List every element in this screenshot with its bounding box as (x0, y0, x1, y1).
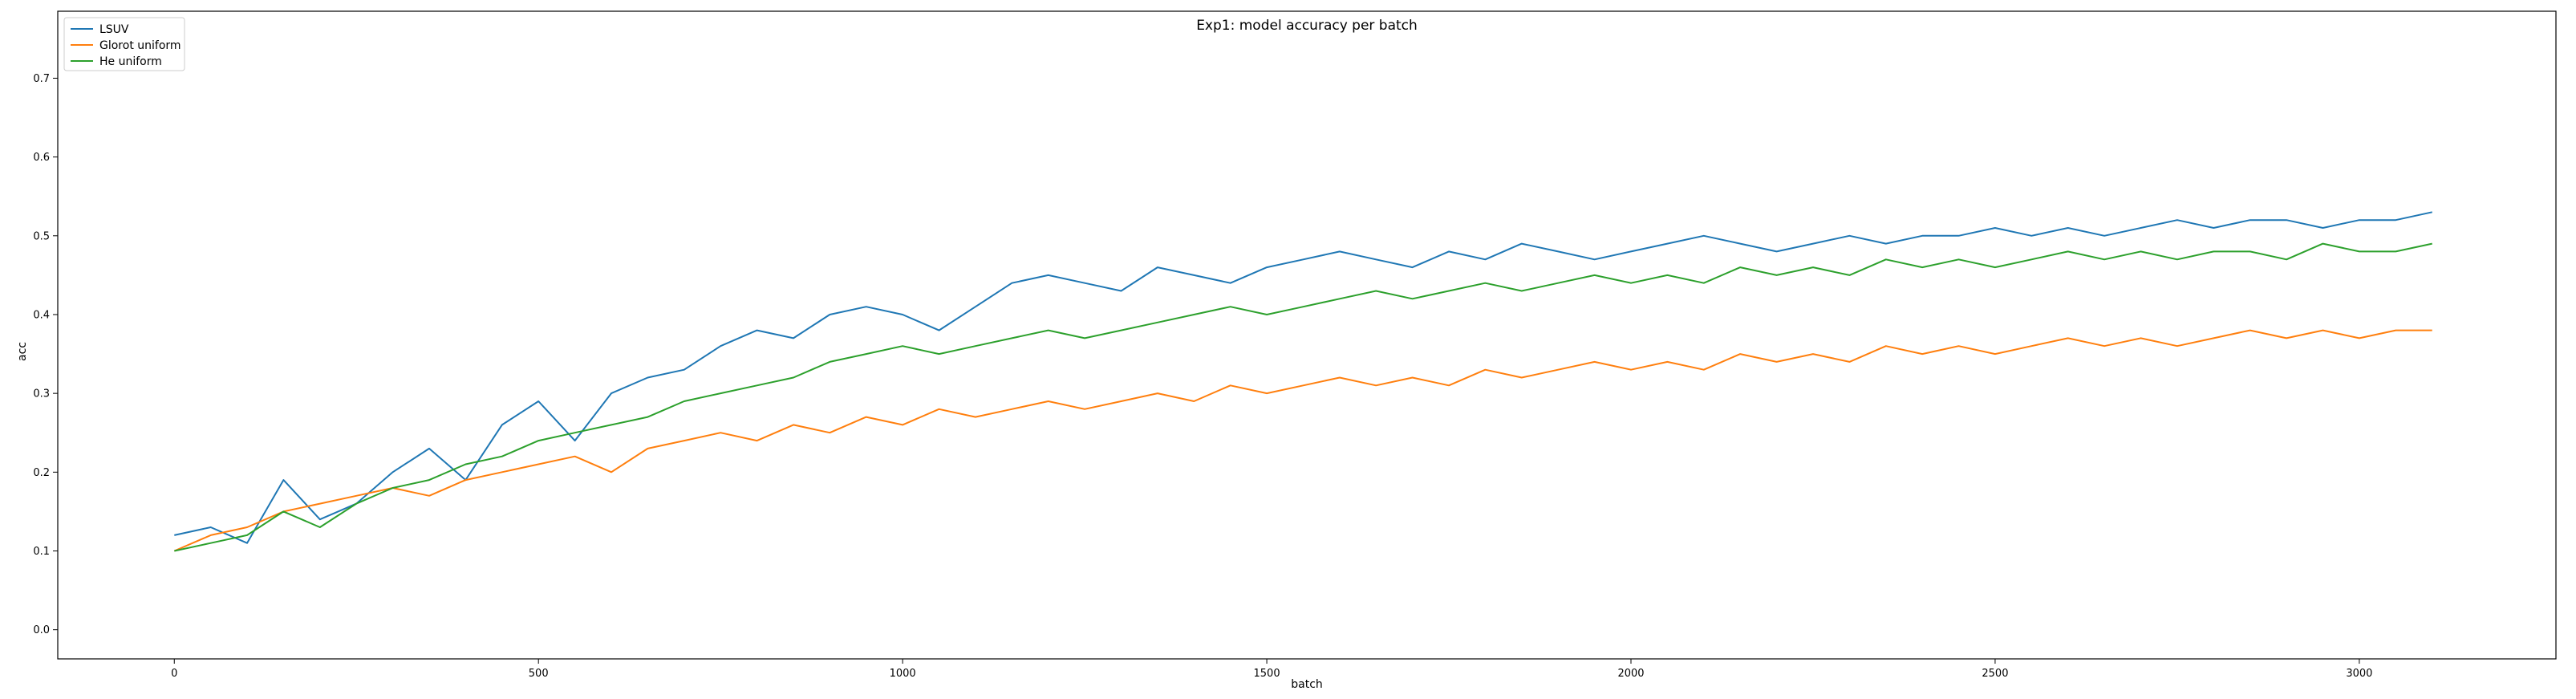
y-tick-label: 0.0 (33, 624, 50, 636)
legend-box (63, 17, 185, 71)
series-line-0 (174, 211, 2432, 544)
chart-title: Exp1: model accuracy per batch (1196, 18, 1418, 34)
legend: LSUV Glorot uniform He uniform (63, 17, 185, 71)
y-tick-label: 0.1 (33, 546, 50, 558)
y-tick-label: 0.2 (33, 467, 50, 479)
series-line-1 (173, 329, 2432, 552)
legend-label: LSUV (99, 23, 129, 36)
legend-label: He uniform (99, 55, 162, 68)
y-axis: 0.0 0.1 0.2 0.3 0.4 0.5 0.6 0.7 (33, 73, 58, 636)
x-tick-label: 3000 (2346, 668, 2372, 680)
x-tick-label: 0 (171, 668, 177, 680)
y-tick-label: 0.4 (33, 309, 50, 321)
x-axis-label: batch (1291, 678, 1323, 691)
series-layer (173, 211, 2432, 552)
x-tick-label: 2500 (1982, 668, 2008, 680)
y-tick-label: 0.3 (33, 388, 50, 400)
y-tick-label: 0.6 (33, 152, 50, 164)
plot-frame (57, 10, 2557, 660)
x-axis: 0 500 1000 1500 2000 2500 3000 (171, 659, 2372, 680)
y-tick-label: 0.7 (33, 73, 50, 85)
x-tick-label: 500 (529, 668, 549, 680)
x-tick-label: 1500 (1254, 668, 1280, 680)
series-line-2 (174, 242, 2432, 552)
y-axis-label: acc (16, 342, 29, 361)
legend-label: Glorot uniform (99, 39, 181, 52)
x-tick-label: 1000 (890, 668, 916, 680)
y-tick-label: 0.5 (33, 230, 50, 242)
x-tick-label: 2000 (1617, 668, 1644, 680)
